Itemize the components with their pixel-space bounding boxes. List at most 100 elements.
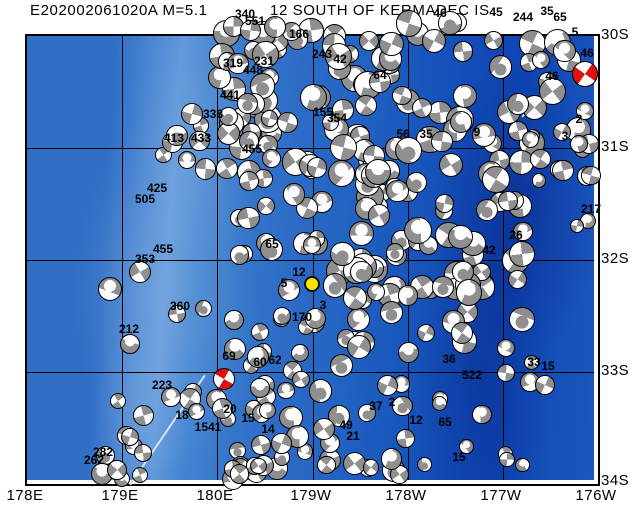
- focal-mechanism-icon: [395, 428, 415, 449]
- depth-label: 244: [512, 10, 534, 24]
- focal-mechanism-icon: [368, 70, 391, 93]
- focal-mechanism-icon: [226, 52, 249, 75]
- focal-mechanism-icon: [535, 375, 555, 395]
- focal-mechanism-icon: [120, 334, 140, 354]
- focal-mechanism-icon: [257, 197, 275, 215]
- focal-mechanism-icon: [306, 157, 328, 178]
- lat-axis-label: 31S: [601, 138, 630, 155]
- depth-label: 35: [540, 4, 554, 18]
- lat-axis-label: 33S: [601, 362, 630, 379]
- depth-label: 60: [253, 355, 267, 369]
- focal-mechanism-icon: [392, 85, 412, 106]
- focal-mechanism-icon: [216, 158, 238, 180]
- focal-mechanism-icon: [107, 460, 127, 480]
- lon-axis-label: 177W: [480, 487, 522, 504]
- focal-mechanism-icon: [488, 55, 513, 79]
- focal-mechanism-icon: [330, 241, 355, 267]
- focal-mechanism-icon: [330, 133, 358, 161]
- focal-mechanism-icon: [189, 131, 210, 152]
- focal-mechanism-icon: [392, 396, 413, 417]
- depth-label: 360: [169, 299, 191, 313]
- focal-mechanism-icon: [380, 448, 403, 470]
- depth-label: 15: [241, 411, 255, 425]
- focal-mechanism-icon: [109, 392, 127, 409]
- focal-mechanism-icon: [404, 216, 432, 244]
- depth-label: 65: [553, 10, 567, 24]
- focal-mechanism-icon: [379, 301, 403, 325]
- grid-line-longitude: [313, 36, 314, 480]
- depth-label: 21: [346, 429, 360, 443]
- focal-mechanism-icon: [237, 206, 260, 230]
- depth-label: 166: [288, 27, 310, 41]
- depth-label: 2: [388, 395, 396, 409]
- focal-mechanism-icon: [350, 261, 373, 284]
- focal-mechanism-icon: [422, 29, 447, 54]
- depth-label: 15: [541, 359, 555, 373]
- depth-label: 551: [244, 14, 266, 28]
- depth-label: 217: [580, 202, 602, 216]
- depth-label: 18: [175, 408, 189, 422]
- focal-mechanism-icon: [553, 39, 576, 62]
- depth-label: 433: [190, 131, 212, 145]
- focal-mechanism-icon: [432, 276, 454, 298]
- focal-mechanism-icon: [472, 404, 492, 425]
- focal-mechanism-icon: [385, 242, 405, 262]
- depth-label: 42: [482, 243, 496, 257]
- focal-mechanism-icon: [530, 148, 551, 169]
- depth-label: 212: [118, 322, 140, 336]
- lon-axis-label: 179W: [290, 487, 332, 504]
- focal-mechanism-icon: [448, 224, 473, 250]
- focal-mechanism-icon: [482, 165, 511, 194]
- focal-mechanism-icon: [438, 153, 464, 178]
- depth-label: 9: [473, 125, 481, 139]
- focal-mechanism-icon: [321, 114, 339, 131]
- grid-line-latitude: [27, 260, 594, 261]
- focal-mechanism-icon: [496, 363, 516, 383]
- depth-label: 46: [580, 46, 594, 60]
- focal-mechanism-icon: [168, 305, 186, 323]
- depth-label: 441: [219, 88, 241, 102]
- focal-mechanism-icon: [187, 403, 206, 421]
- focal-mechanism-icon: [523, 354, 539, 370]
- depth-label: 455: [152, 242, 174, 256]
- depth-label: 46: [433, 6, 447, 20]
- depth-label: 65: [438, 415, 452, 429]
- focal-mechanism-icon: [509, 240, 536, 267]
- focal-mechanism-icon: [328, 159, 356, 188]
- focal-mechanism-icon: [291, 344, 310, 362]
- depth-label: 1541: [194, 420, 222, 434]
- depth-label: 49: [339, 418, 353, 432]
- focal-mechanism-icon: [358, 403, 377, 422]
- grid-line-longitude: [408, 36, 409, 480]
- depth-label: 3: [561, 129, 569, 143]
- focal-mechanism-icon: [397, 342, 419, 364]
- focal-mechanism-icon: [273, 307, 291, 326]
- depth-label: 243: [311, 47, 333, 61]
- focal-mechanism-icon: [270, 432, 292, 454]
- focal-mechanism-icon-red: [572, 61, 598, 87]
- focal-mechanism-icon-red: [213, 368, 235, 390]
- focal-mechanism-icon: [499, 452, 515, 468]
- focal-mechanism-icon: [317, 455, 336, 475]
- focal-mechanism-icon: [259, 402, 277, 420]
- focal-mechanism-icon: [166, 124, 188, 146]
- focal-mechanism-icon: [508, 270, 528, 290]
- focal-mechanism-icon: [367, 204, 391, 227]
- focal-mechanism-icon: [224, 310, 244, 330]
- focal-mechanism-icon: [194, 299, 213, 318]
- focal-mechanism-icon: [292, 370, 310, 389]
- focal-mechanism-icon: [347, 307, 370, 331]
- depth-label: 522: [461, 368, 483, 382]
- focal-mechanism-icon: [211, 397, 233, 419]
- lat-axis-label: 34S: [601, 472, 630, 489]
- depth-label: 15: [452, 450, 466, 464]
- focal-mechanism-icon: [181, 103, 203, 125]
- focal-mechanism-icon: [386, 179, 410, 203]
- epicenter-marker: [304, 276, 320, 292]
- lat-axis-label: 32S: [601, 250, 630, 267]
- focal-mechanism-icon: [366, 282, 385, 301]
- focal-mechanism-icon: [497, 191, 519, 212]
- depth-label: 62: [268, 353, 282, 367]
- focal-mechanism-icon: [277, 278, 300, 302]
- focal-mechanism-icon: [277, 381, 295, 400]
